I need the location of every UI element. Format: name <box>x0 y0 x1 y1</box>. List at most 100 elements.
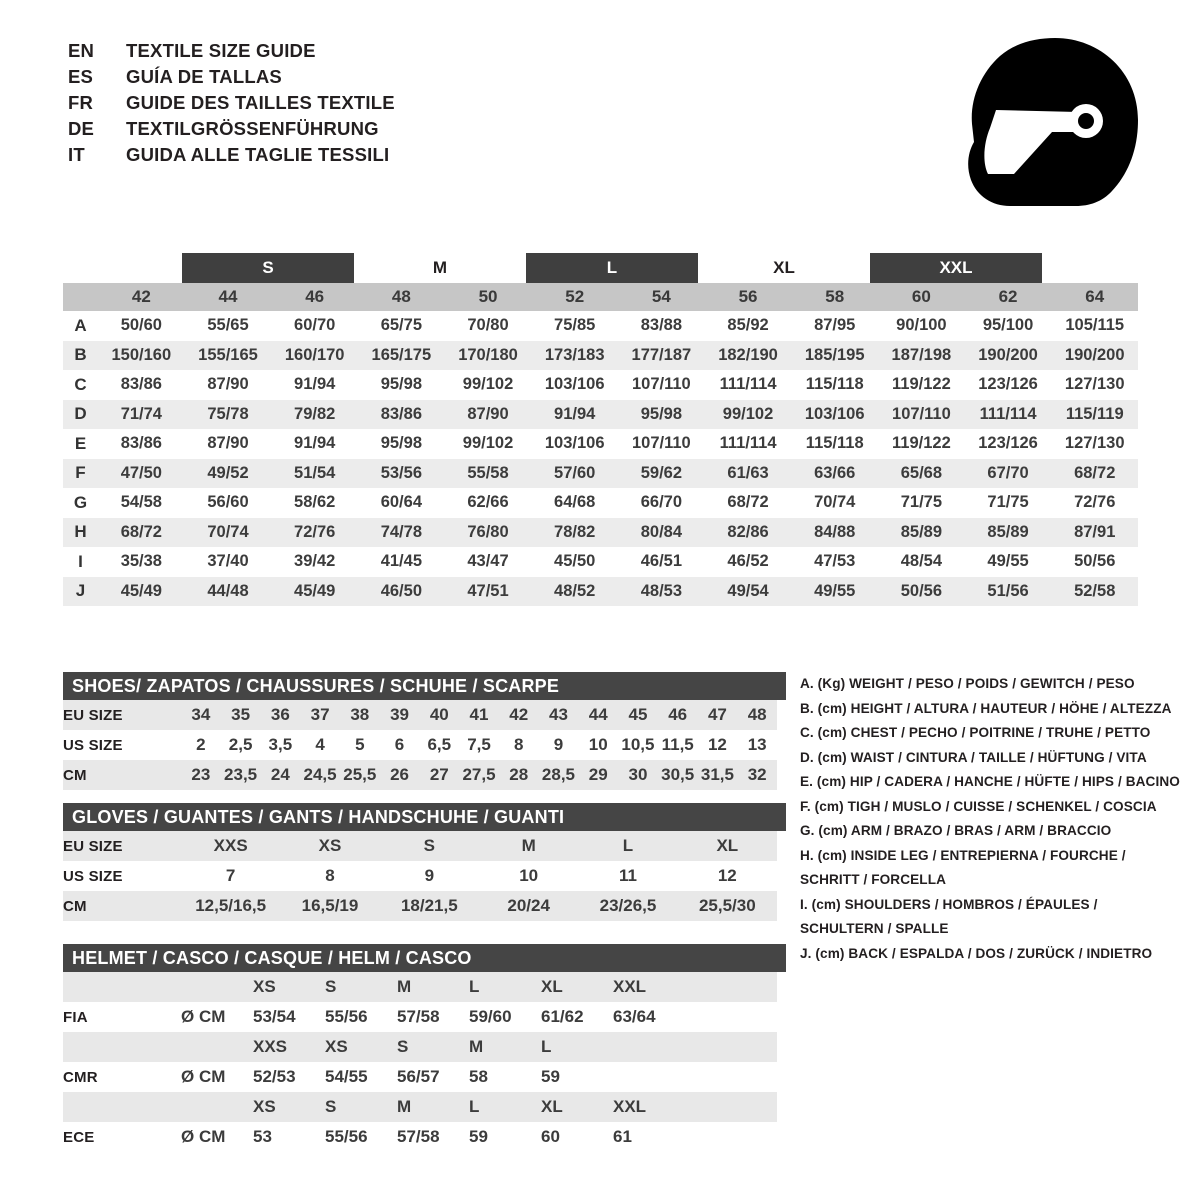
size-cell: 34 <box>191 705 211 724</box>
size-cell: M <box>521 836 536 855</box>
table-row: ECE Ø CM 53 55/56 57/58 59 60 61 <box>63 1122 777 1152</box>
measurement-cell: 65/75 <box>380 316 422 335</box>
size-cell: 31,5 <box>700 765 734 784</box>
measurement-cell: 72/76 <box>1074 493 1116 512</box>
measurement-key-F: F <box>75 463 86 483</box>
measurement-cell: 50/60 <box>120 316 162 335</box>
size-cell: 25,5/30 <box>698 896 756 915</box>
measurement-cell: 74/78 <box>380 522 422 541</box>
textile-size-table: S M L XL XXL 42 44 46 48 50 52 54 56 58 60 62 64 A 50/60… <box>63 253 1138 606</box>
measurement-cell: 87/95 <box>814 316 856 335</box>
numeric-size-cell: 56 <box>738 287 758 306</box>
size-cell: XXS <box>213 836 248 855</box>
numeric-size-cell: 42 <box>131 287 151 306</box>
size-cell: 16,5/19 <box>301 896 359 915</box>
measurement-cell: 83/86 <box>380 404 422 423</box>
size-cell: 7 <box>225 866 236 885</box>
table-row: EU SIZE 34 35 36 37 38 39 40 41 42 43 44 45 46 47 48 <box>63 700 777 730</box>
measurement-cell: 66/70 <box>640 493 683 512</box>
size-cell: 35 <box>231 705 251 724</box>
measurement-cell: 79/82 <box>294 404 336 423</box>
helmet-size-cell: S <box>325 977 337 996</box>
size-cell: 45 <box>628 705 648 724</box>
helmet-size-cell: M <box>397 1097 412 1116</box>
measurement-cell: 46/51 <box>640 552 683 571</box>
measurement-cell: 111/114 <box>719 375 777 394</box>
table-row: B 150/160 155/165 160/170 165/175 170/180 173/… <box>63 340 1138 370</box>
measurement-cell: 177/187 <box>631 345 692 364</box>
helmet-size-cell: XL <box>541 977 563 996</box>
size-band-m: M <box>432 258 448 277</box>
measurement-cell: 71/75 <box>900 493 943 512</box>
measurement-cell: 95/98 <box>380 375 422 394</box>
helmet-size-cell: L <box>541 1037 552 1056</box>
measurement-cell: 49/55 <box>987 552 1029 571</box>
size-cell: 4 <box>315 735 325 754</box>
measurement-cell: 80/84 <box>640 522 683 541</box>
table-row: CMR Ø CM 52/53 54/55 56/57 58 59 <box>63 1062 777 1092</box>
measurement-cell: 107/110 <box>892 404 951 423</box>
helmet-size-table: HELMET / CASCO / CASQUE / HELM / CASCO X… <box>63 944 786 1152</box>
measurement-key-H: H <box>74 522 87 542</box>
measurement-cell: 45/49 <box>120 581 162 600</box>
legend-line: J. (cm) BACK / ESPALDA / DOS / ZURÜCK / … <box>800 945 1153 961</box>
measurement-cell: 47/50 <box>120 463 162 482</box>
helmet-value-cell: 57/58 <box>397 1127 440 1146</box>
title-text: GUIDE DES TAILLES TEXTILE <box>126 92 395 113</box>
size-cell: 46 <box>668 705 688 724</box>
size-cell: 37 <box>310 705 330 724</box>
title-row: IT GUIDA ALLE TAGLIE TESSILI <box>68 144 395 170</box>
helmet-size-cell: L <box>469 1097 480 1116</box>
size-cell: 2,5 <box>228 735 253 754</box>
size-cell: 41 <box>469 705 489 724</box>
title-row: DE TEXTILGRÖSSENFÜHRUNG <box>68 118 395 144</box>
size-cell: 12 <box>717 866 737 885</box>
measurement-cell: 190/200 <box>978 345 1038 364</box>
measurement-cell: 170/180 <box>458 345 518 364</box>
measurement-cell: 56/60 <box>207 493 249 512</box>
shoes-table-header: SHOES/ ZAPATOS / CHAUSSURES / SCHUHE / S… <box>63 672 786 700</box>
measurement-cell: 87/91 <box>1074 522 1116 541</box>
measurement-cell: 107/110 <box>632 375 691 394</box>
size-cell: 27,5 <box>462 765 496 784</box>
legend-line: C. (cm) CHEST / PECHO / POITRINE / TRUHE… <box>800 725 1151 740</box>
measurement-cell: 83/88 <box>640 316 683 335</box>
size-band-xl: XL <box>773 258 795 277</box>
measurement-cell: 59/62 <box>640 463 683 482</box>
helmet-value-cell: 57/58 <box>397 1007 440 1026</box>
size-cell: 43 <box>549 705 568 724</box>
size-cell: 36 <box>270 705 290 724</box>
measurement-cell: 127/130 <box>1064 375 1125 394</box>
measurement-cell: 90/100 <box>896 316 947 335</box>
size-cell: XL <box>716 836 739 855</box>
measurement-cell: 54/58 <box>120 493 162 512</box>
table-row: EU SIZE XXS XS S M L XL <box>63 831 777 861</box>
measurement-cell: 48/53 <box>640 581 683 600</box>
measurement-cell: 68/72 <box>727 493 769 512</box>
measurement-cell: 49/55 <box>814 581 856 600</box>
size-cell: 10,5 <box>621 735 655 754</box>
table-row: US SIZE 2 2,5 3,5 4 5 6 6,5 7,5 8 9 10 10,5 11,5 12 13 <box>63 730 777 760</box>
shoes-rows: EU SIZE 34 35 36 37 38 39 40 41 42 43 44 45 46 47 48 US … <box>63 700 777 790</box>
table-row: F 47/50 49/52 51/54 53/56 55/58 57/60 59/62 61/6… <box>63 458 1138 488</box>
measurement-cell: 45/50 <box>554 552 596 571</box>
measurement-cell: 57/60 <box>554 463 596 482</box>
size-cell: 48 <box>747 705 767 724</box>
measurement-cell: 103/106 <box>544 375 605 394</box>
measurement-cell: 58/62 <box>294 493 336 512</box>
table-row: FIA Ø CM 53/54 55/56 57/58 59/60 61/62 63/64 <box>63 1002 777 1032</box>
measurement-cell: 60/64 <box>380 493 422 512</box>
measurement-cell: 49/54 <box>727 581 769 600</box>
helmet-value-cell: 53/54 <box>253 1007 296 1026</box>
numeric-size-cell: 54 <box>651 287 671 306</box>
measurement-cell: 55/58 <box>467 463 509 482</box>
measurement-cell: 119/122 <box>892 434 951 453</box>
size-band-xxl: XXL <box>870 253 1042 283</box>
title-row: ES GUÍA DE TALLAS <box>68 66 395 92</box>
helmet-size-cell: XXL <box>613 1097 647 1116</box>
helmet-value-cell: 55/56 <box>325 1127 368 1146</box>
helmet-unit-label: Ø CM <box>181 1067 226 1086</box>
measurement-cell: 107/110 <box>632 434 691 453</box>
measurement-key-J: J <box>75 581 86 601</box>
measurement-key-G: G <box>73 492 88 512</box>
